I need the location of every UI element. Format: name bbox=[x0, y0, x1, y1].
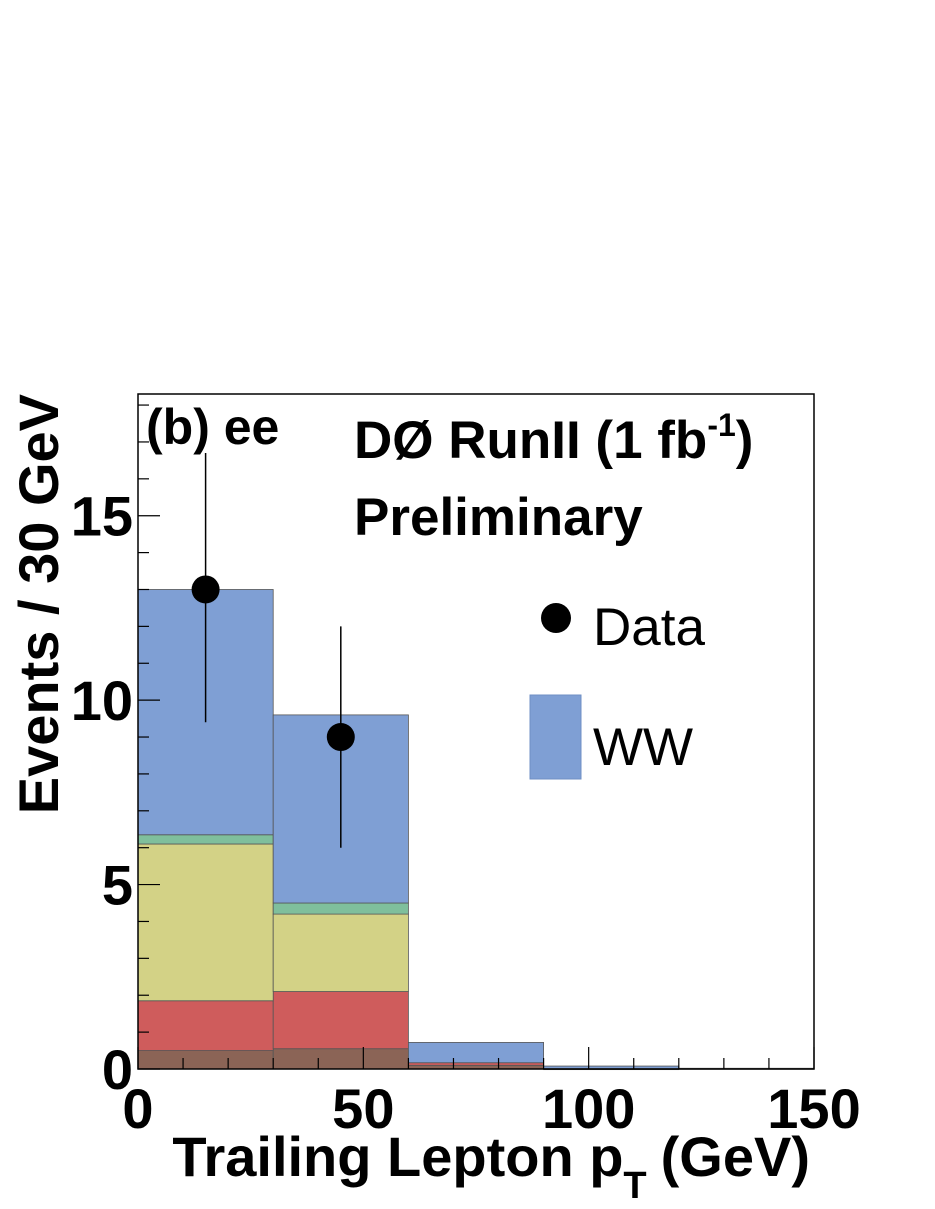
legend-ww-label: WW bbox=[593, 718, 693, 777]
bar-series0-bin0 bbox=[137, 1050, 274, 1070]
bar-series2-bin1 bbox=[272, 913, 409, 992]
y-tick-label: 5 bbox=[102, 854, 133, 917]
bar-series1-bin1 bbox=[272, 991, 409, 1050]
x-tick-label: 100 bbox=[542, 1077, 635, 1140]
bar-series4-bin2 bbox=[407, 1042, 544, 1064]
x-tick-label: 0 bbox=[122, 1077, 153, 1140]
status-label: Preliminary bbox=[354, 488, 643, 547]
legend: Data WW bbox=[529, 598, 705, 780]
bar-series2-bin0 bbox=[137, 843, 274, 1002]
legend-data-label: Data bbox=[593, 598, 705, 657]
legend-data-marker bbox=[541, 603, 571, 633]
x-tick-labels: 0 50 100 150 bbox=[122, 1077, 860, 1140]
bar-series3-bin1 bbox=[272, 902, 409, 915]
y-tick-label: 0 bbox=[102, 1038, 133, 1101]
y-tick-label: 10 bbox=[71, 669, 133, 732]
stacked-histogram bbox=[137, 589, 815, 1071]
bar-series3-bin0 bbox=[137, 834, 274, 845]
x-tick-label: 50 bbox=[332, 1077, 394, 1140]
x-axis-label: Trailing Lepton pT (GeV) bbox=[172, 1125, 810, 1207]
bar-series1-bin0 bbox=[137, 1000, 274, 1051]
y-tick-labels: 0 5 10 15 bbox=[71, 485, 133, 1101]
data-points bbox=[191, 453, 355, 848]
bar-series4-bin3 bbox=[543, 1065, 680, 1070]
data-point bbox=[191, 575, 220, 604]
y-tick-label: 15 bbox=[71, 485, 133, 548]
plot-frame bbox=[137, 393, 815, 1070]
bar-series0-bin1 bbox=[272, 1048, 409, 1070]
legend-ww-swatch bbox=[529, 694, 582, 780]
panel-label: (b) ee bbox=[146, 399, 279, 455]
x-tick-label: 150 bbox=[767, 1077, 860, 1140]
y-axis-label: Events / 30 GeV bbox=[7, 394, 70, 814]
data-point bbox=[326, 723, 355, 752]
experiment-label: DØ RunII (1 fb-1) bbox=[354, 407, 753, 470]
axis-ticks bbox=[137, 404, 815, 1070]
